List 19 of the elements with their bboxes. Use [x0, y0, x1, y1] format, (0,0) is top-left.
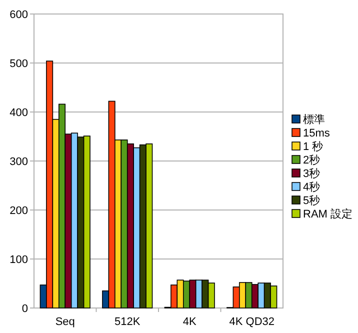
y-tick-label: 600 — [10, 9, 28, 21]
y-tick-label: 300 — [10, 156, 28, 168]
x-tick-label: Seq — [55, 316, 75, 328]
y-tick-label: 200 — [10, 205, 28, 217]
legend-label: 1 秒 — [303, 141, 324, 153]
y-tick-label: 0 — [22, 303, 28, 315]
y-tick-label: 100 — [10, 254, 28, 266]
legend-label: RAM 設定 — [303, 208, 352, 220]
legend-label: 標準 — [303, 114, 325, 126]
x-tick-label: 512K — [114, 316, 141, 328]
legend-label: 2秒 — [303, 154, 320, 166]
y-tick-label: 400 — [10, 107, 28, 119]
legend-label: 4秒 — [303, 182, 320, 194]
legend-label: 5秒 — [303, 195, 320, 207]
legend-label: 3秒 — [303, 168, 320, 180]
y-tick-label: 500 — [10, 58, 28, 70]
legend-label: 15ms — [303, 128, 330, 140]
x-tick-label: 4K QD32 — [229, 316, 274, 328]
x-tick-label: 4K — [182, 316, 198, 328]
